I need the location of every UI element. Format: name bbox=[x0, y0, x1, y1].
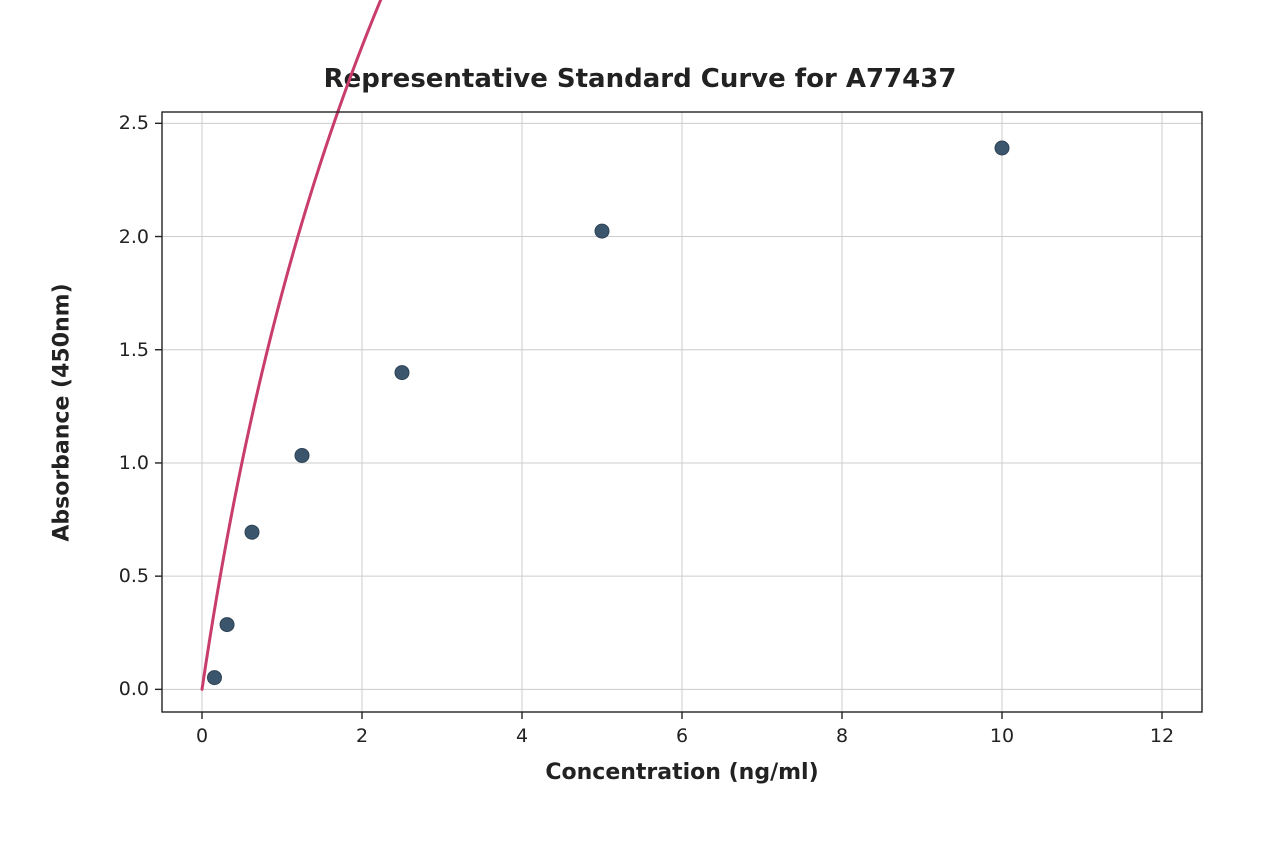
data-point bbox=[207, 671, 221, 685]
data-point bbox=[220, 618, 234, 632]
data-point bbox=[995, 141, 1009, 155]
plot-area bbox=[162, 112, 1202, 712]
x-tick-label: 10 bbox=[990, 725, 1014, 747]
x-axis-label: Concentration (ng/ml) bbox=[162, 760, 1202, 785]
data-point bbox=[395, 366, 409, 380]
y-tick-label: 2.5 bbox=[89, 112, 149, 134]
x-tick-label: 12 bbox=[1150, 725, 1174, 747]
y-axis-label: Absorbance (450nm) bbox=[47, 112, 77, 712]
y-tick-label: 2.0 bbox=[89, 226, 149, 248]
data-point bbox=[245, 525, 259, 539]
figure: Representative Standard Curve for A77437… bbox=[0, 0, 1280, 845]
x-tick-label: 4 bbox=[516, 725, 528, 747]
x-tick-label: 6 bbox=[676, 725, 688, 747]
chart-title: Representative Standard Curve for A77437 bbox=[0, 64, 1280, 94]
plot-svg bbox=[162, 112, 1202, 712]
data-point bbox=[295, 448, 309, 462]
y-tick-label: 1.0 bbox=[89, 452, 149, 474]
data-point bbox=[595, 224, 609, 238]
fitted-curve bbox=[202, 0, 1002, 689]
y-tick-label: 1.5 bbox=[89, 339, 149, 361]
x-tick-label: 2 bbox=[356, 725, 368, 747]
y-tick-label: 0.0 bbox=[89, 678, 149, 700]
x-tick-label: 0 bbox=[196, 725, 208, 747]
x-tick-label: 8 bbox=[836, 725, 848, 747]
y-tick-label: 0.5 bbox=[89, 565, 149, 587]
